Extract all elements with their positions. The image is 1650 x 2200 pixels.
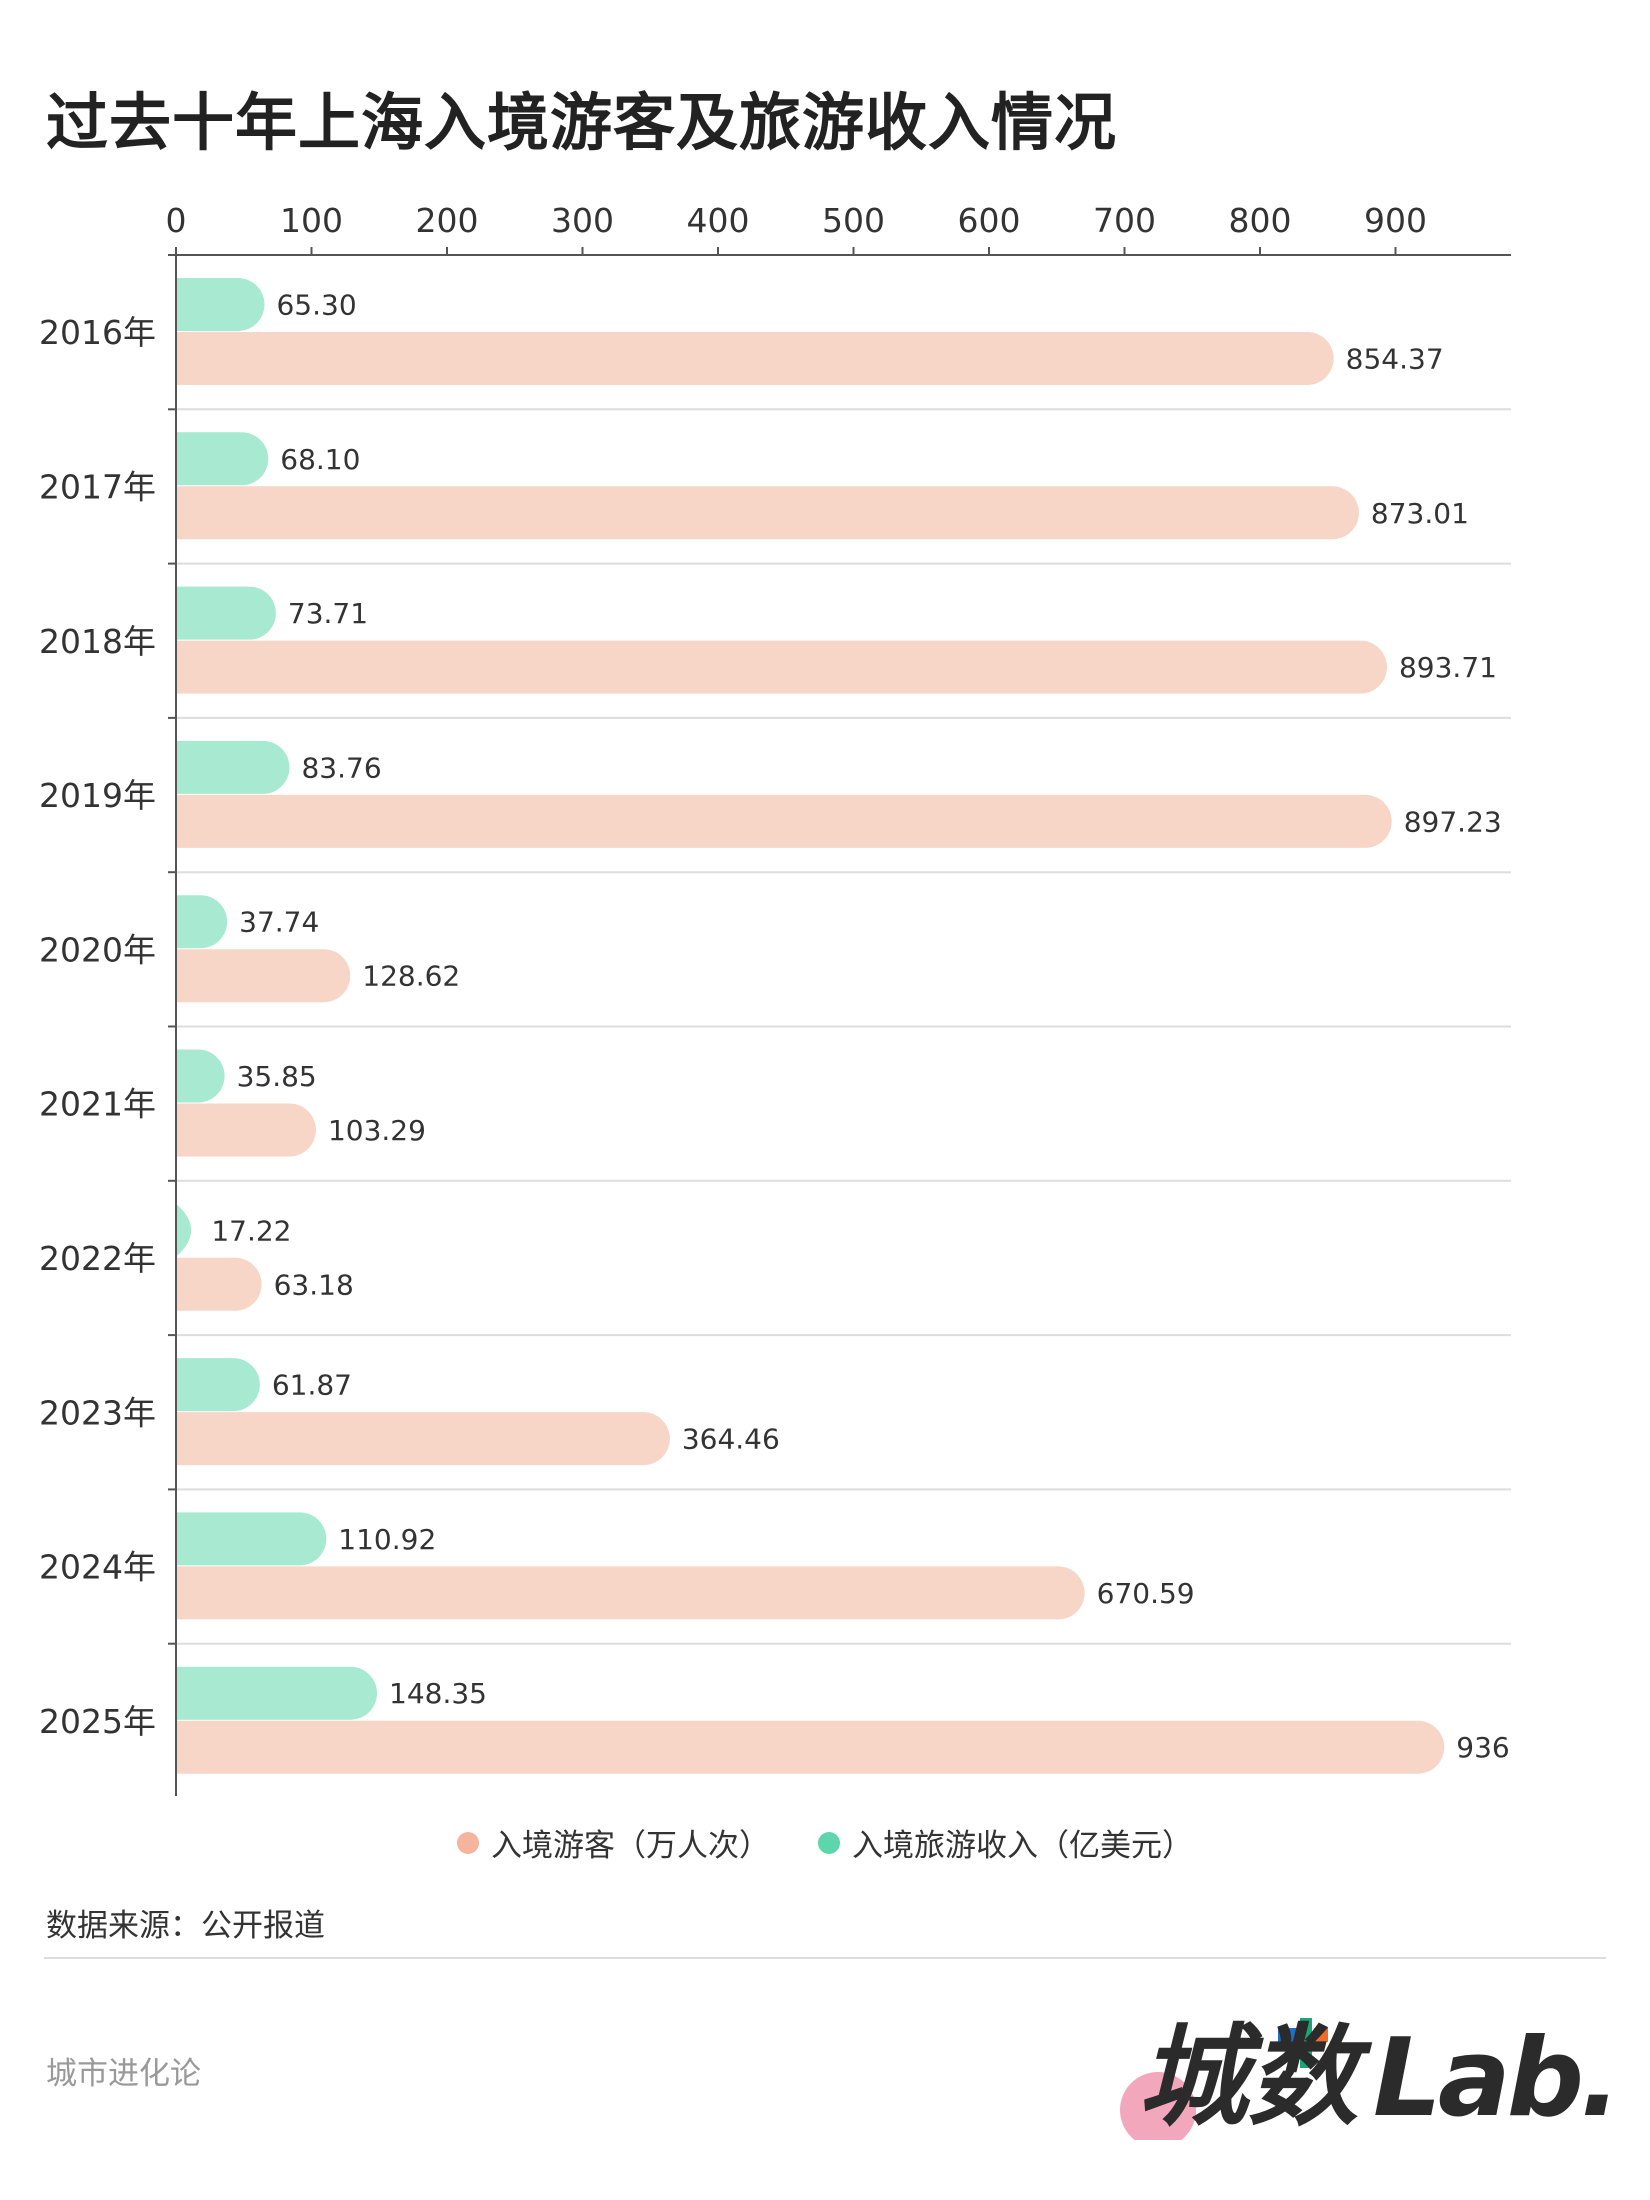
data-label: 83.76	[301, 751, 381, 784]
x-tick-label: 500	[822, 201, 885, 240]
bar-visitors	[176, 1720, 1445, 1774]
x-tick-label: 100	[280, 201, 343, 240]
bar-revenue	[176, 1358, 260, 1412]
y-tick-label: 2021年	[39, 1085, 156, 1124]
svg-text:Lab.: Lab.	[1373, 2016, 1617, 2140]
data-label: 61.87	[272, 1369, 352, 1402]
x-tick-label: 0	[166, 201, 187, 240]
bar-visitors	[176, 1412, 670, 1466]
data-label: 63.18	[274, 1268, 354, 1301]
bar-revenue	[176, 1512, 327, 1566]
y-tick-label: 2024年	[39, 1548, 156, 1587]
bar-visitors	[176, 1103, 316, 1157]
legend-item-visitors: 入境游客（万人次）	[457, 1820, 770, 1865]
data-label: 37.74	[239, 906, 319, 939]
bar-revenue	[176, 895, 228, 949]
bar-revenue	[176, 1666, 378, 1720]
bar-visitors	[176, 949, 351, 1003]
x-tick-label: 900	[1364, 201, 1427, 240]
legend-item-revenue: 入境旅游收入（亿美元）	[818, 1820, 1193, 1865]
y-tick-label: 2025年	[39, 1702, 156, 1741]
x-tick-label: 200	[416, 201, 479, 240]
bar-revenue	[176, 278, 265, 331]
y-tick-label: 2023年	[39, 1393, 156, 1432]
data-label: 854.37	[1346, 343, 1444, 376]
data-label: 17.22	[211, 1214, 291, 1247]
bar-visitors	[176, 486, 1359, 540]
data-label: 68.10	[280, 443, 360, 476]
y-tick-label: 2018年	[39, 622, 156, 661]
legend-label: 入境游客（万人次）	[491, 1828, 770, 1864]
bar-visitors	[176, 794, 1392, 848]
footer-brand: 城市进化论	[46, 2056, 201, 2092]
data-label: 936	[1456, 1731, 1509, 1764]
bar-visitors	[176, 1566, 1085, 1620]
x-tick-label: 400	[687, 201, 750, 240]
data-label: 103.29	[328, 1114, 426, 1147]
data-label: 35.85	[237, 1060, 317, 1093]
y-tick-label: 2022年	[39, 1239, 156, 1278]
x-tick-label: 800	[1229, 201, 1292, 240]
bar-revenue	[176, 1203, 192, 1257]
y-tick-label: 2017年	[39, 467, 156, 506]
data-label: 873.01	[1371, 497, 1469, 530]
data-source: 数据来源：公开报道	[46, 1908, 325, 1944]
legend-swatch	[457, 1831, 479, 1854]
y-tick-label: 2019年	[39, 776, 156, 815]
x-tick-label: 300	[551, 201, 614, 240]
bar-visitors	[176, 1257, 262, 1311]
data-label: 73.71	[288, 597, 368, 630]
data-label: 65.30	[276, 289, 356, 322]
data-label: 148.35	[389, 1677, 487, 1710]
x-tick-label: 700	[1093, 201, 1156, 240]
y-tick-label: 2020年	[39, 930, 156, 969]
data-label: 110.92	[338, 1523, 436, 1556]
bar-revenue	[176, 740, 290, 794]
svg-text:城: 城	[1138, 2013, 1264, 2140]
y-tick-label: 2016年	[39, 313, 156, 352]
chart-title: 过去十年上海入境游客及旅游收入情况	[46, 86, 1118, 159]
bar-visitors	[176, 640, 1387, 694]
data-label: 128.62	[362, 960, 460, 993]
divider	[44, 1957, 1606, 1959]
logo: 城 数 Lab.	[1120, 2013, 1618, 2140]
bar-visitors	[176, 332, 1334, 385]
bar-revenue	[176, 432, 269, 486]
legend-label: 入境旅游收入（亿美元）	[852, 1828, 1193, 1864]
bar-revenue	[176, 1049, 225, 1103]
svg-text:数: 数	[1248, 2013, 1373, 2140]
bar-revenue	[176, 586, 276, 640]
legend: 入境游客（万人次） 入境旅游收入（亿美元）	[0, 1820, 1650, 1865]
data-label: 893.71	[1399, 651, 1497, 684]
data-label: 670.59	[1097, 1577, 1195, 1610]
x-tick-label: 600	[958, 201, 1021, 240]
data-label: 364.46	[682, 1423, 780, 1456]
legend-swatch	[818, 1831, 840, 1854]
data-label: 897.23	[1404, 805, 1502, 838]
bar-chart: 2016年 65.30 854.37 2017年 68.10 873.01 2018年 73.…	[39, 201, 1511, 1796]
